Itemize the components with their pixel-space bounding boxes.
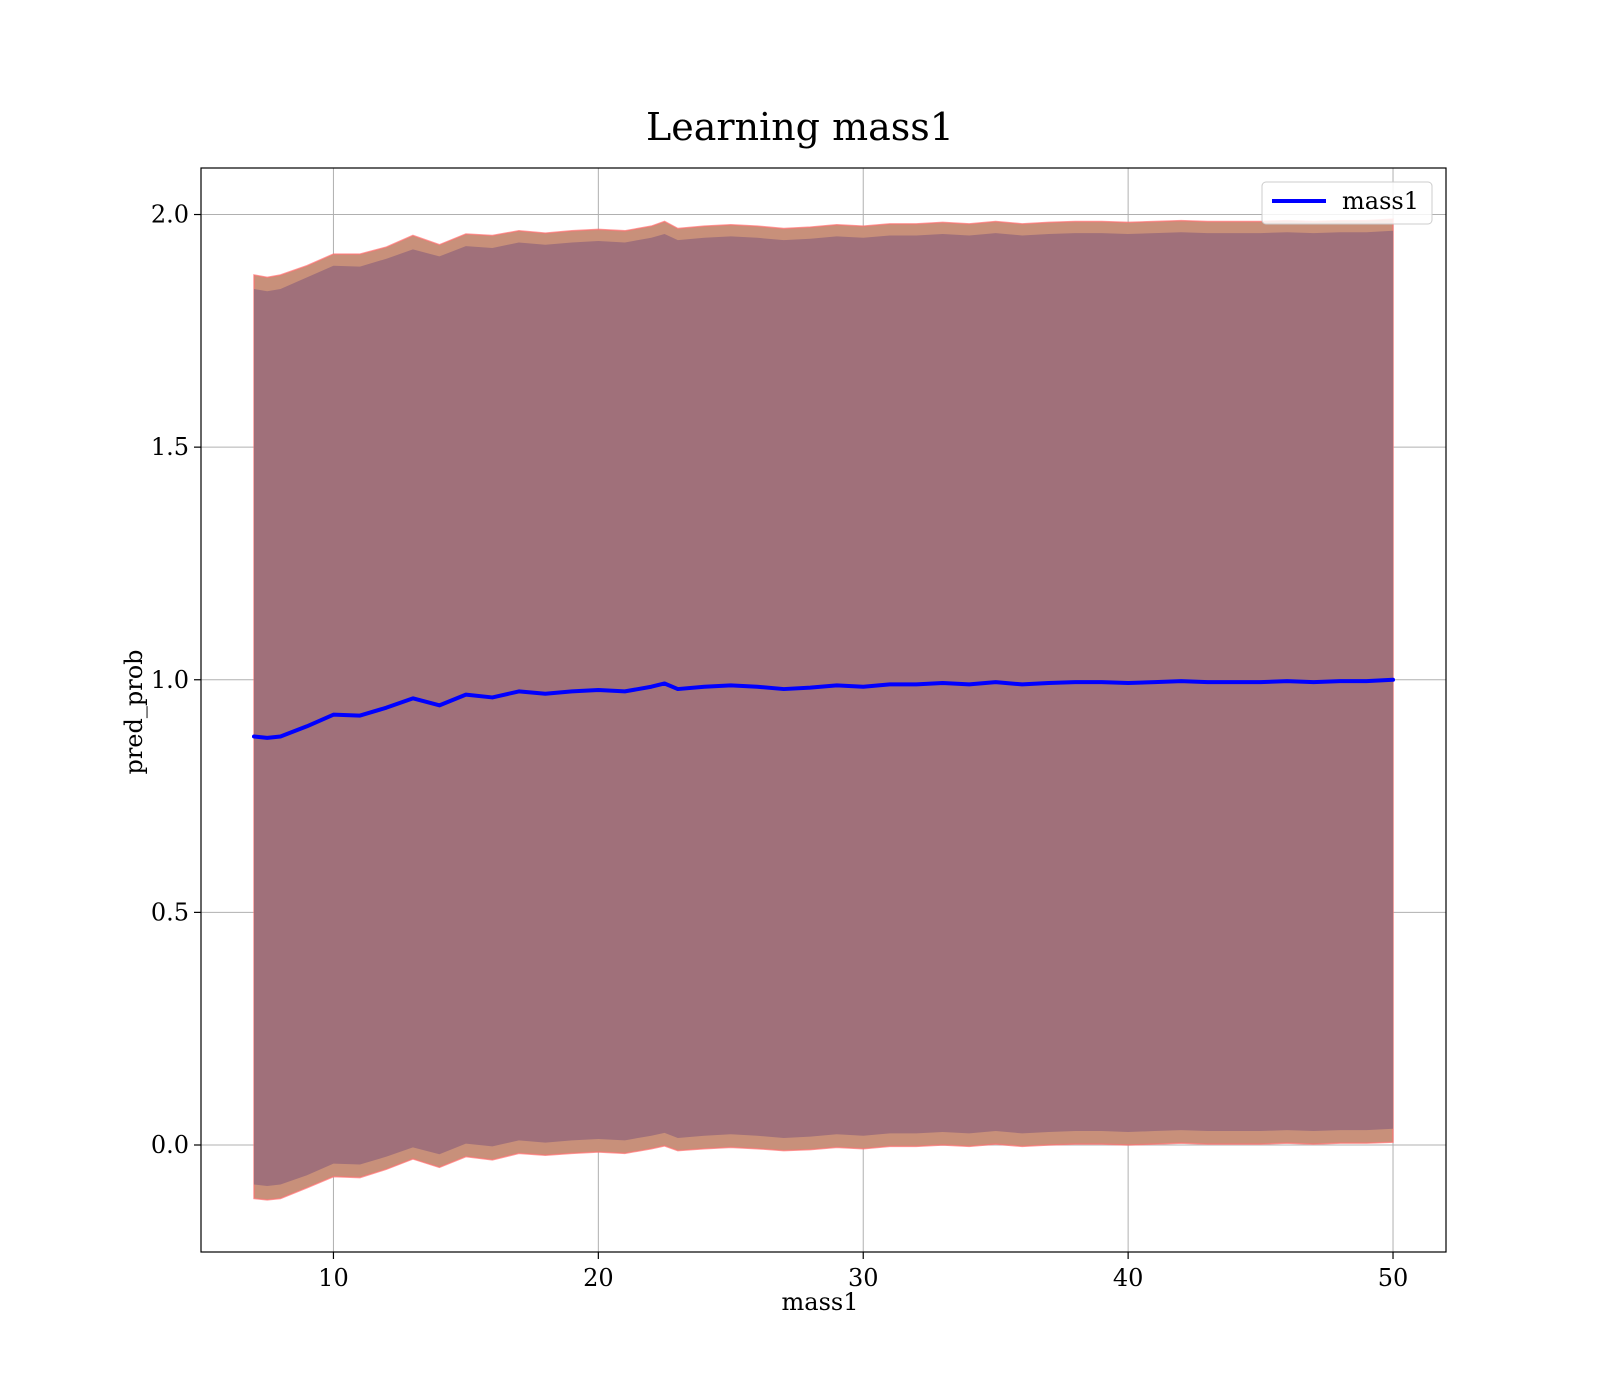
x-tick-label: 40 [1113,1264,1144,1292]
inner-confidence-band [253,230,1394,1186]
chart-title: Learning mass1 [646,105,954,149]
y-axis-label: pred_prob [120,649,148,774]
y-tick-label: 0.0 [151,1131,189,1159]
x-tick-label: 10 [318,1264,349,1292]
y-tick-label: 1.5 [151,433,189,461]
axes: 10 20 30 40 50 0.0 0.5 1.0 1.5 2.0 [151,167,1447,1292]
x-tick-label: 20 [583,1264,614,1292]
plot-frame [200,167,1447,1253]
legend-box [1261,181,1433,225]
y-tick-label: 0.5 [151,898,189,926]
series-line-mass1 [251,677,1396,740]
legend-label-mass1: mass1 [1342,187,1419,215]
legend: mass1 [1261,181,1433,225]
y-tick-label: 2.0 [151,201,189,229]
x-tick-label: 50 [1378,1264,1409,1292]
x-tick-label: 30 [848,1264,879,1292]
x-axis-label: mass1 [782,1288,859,1316]
series-lines [251,677,1396,740]
y-tick-label: 1.0 [151,666,189,694]
confidence-bands [253,218,1394,1201]
